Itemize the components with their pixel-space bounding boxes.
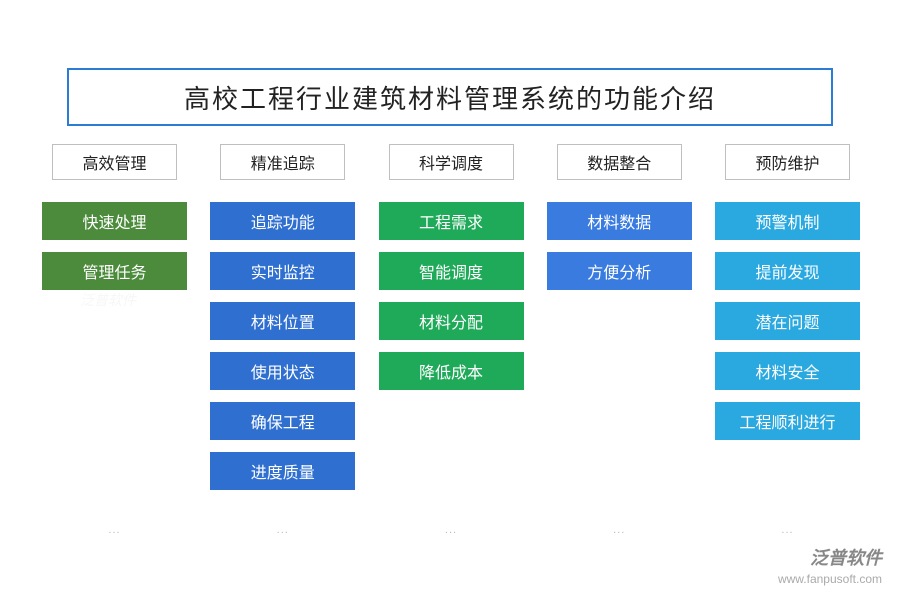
item-label: 确保工程 [251,409,315,433]
column-0: 高效管理快速处理管理任务 [42,144,187,502]
item-box: 智能调度 [379,252,524,290]
item-box: 降低成本 [379,352,524,390]
title-text: 高校工程行业建筑材料管理系统的功能介绍 [184,79,716,116]
item-box: 工程顺利进行 [715,402,860,440]
column-header-label: 精准追踪 [251,150,315,174]
item-label: 工程需求 [419,209,483,233]
column-4: 预防维护预警机制提前发现潜在问题材料安全工程顺利进行 [715,144,860,502]
item-box: 潜在问题 [715,302,860,340]
item-label: 智能调度 [419,259,483,283]
diagram-title: 高校工程行业建筑材料管理系统的功能介绍 [67,68,833,126]
item-label: 工程顺利进行 [739,409,835,433]
item-label: 进度质量 [251,459,315,483]
column-header: 数据整合 [557,144,682,180]
item-box: 追踪功能 [210,202,355,240]
watermark-brand: 泛普软件 [778,544,882,570]
item-label: 快速处理 [82,209,146,233]
item-label: 潜在问题 [755,309,819,333]
column-2: 科学调度工程需求智能调度材料分配降低成本 [379,144,524,502]
item-box: 工程需求 [379,202,524,240]
item-box: 快速处理 [42,202,187,240]
item-box: 预警机制 [715,202,860,240]
item-box: 材料分配 [379,302,524,340]
ellipsis: ... [42,524,187,536]
item-box: 提前发现 [715,252,860,290]
item-box: 使用状态 [210,352,355,390]
item-box: 材料数据 [547,202,692,240]
column-header: 预防维护 [725,144,850,180]
column-header-label: 高效管理 [82,150,146,174]
item-label: 实时监控 [251,259,315,283]
watermark-corner: 泛普软件 www.fanpusoft.com [778,544,882,586]
column-header: 高效管理 [52,144,177,180]
column-header: 精准追踪 [220,144,345,180]
item-label: 追踪功能 [251,209,315,233]
item-box: 材料安全 [715,352,860,390]
watermark-url: www.fanpusoft.com [778,572,882,586]
item-label: 预警机制 [755,209,819,233]
item-box: 管理任务 [42,252,187,290]
item-label: 材料安全 [755,359,819,383]
item-box: 材料位置 [210,302,355,340]
item-label: 方便分析 [587,259,651,283]
column-header-label: 预防维护 [755,150,819,174]
ellipsis: ... [379,524,524,536]
column-header-label: 科学调度 [419,150,483,174]
item-box: 方便分析 [547,252,692,290]
item-box: 实时监控 [210,252,355,290]
item-label: 使用状态 [251,359,315,383]
item-label: 材料数据 [587,209,651,233]
ellipsis: ... [715,524,860,536]
item-box: 进度质量 [210,452,355,490]
columns-container: 高效管理快速处理管理任务精准追踪追踪功能实时监控材料位置使用状态确保工程进度质量… [42,144,860,502]
column-1: 精准追踪追踪功能实时监控材料位置使用状态确保工程进度质量 [210,144,355,502]
item-label: 降低成本 [419,359,483,383]
ellipsis: ... [547,524,692,536]
item-box: 确保工程 [210,402,355,440]
ellipsis: ... [210,524,355,536]
column-header-label: 数据整合 [587,150,651,174]
column-header: 科学调度 [389,144,514,180]
item-label: 材料分配 [419,309,483,333]
item-label: 管理任务 [82,259,146,283]
column-3: 数据整合材料数据方便分析 [547,144,692,502]
ellipsis-row: ............... [42,524,860,536]
item-label: 提前发现 [755,259,819,283]
item-label: 材料位置 [251,309,315,333]
